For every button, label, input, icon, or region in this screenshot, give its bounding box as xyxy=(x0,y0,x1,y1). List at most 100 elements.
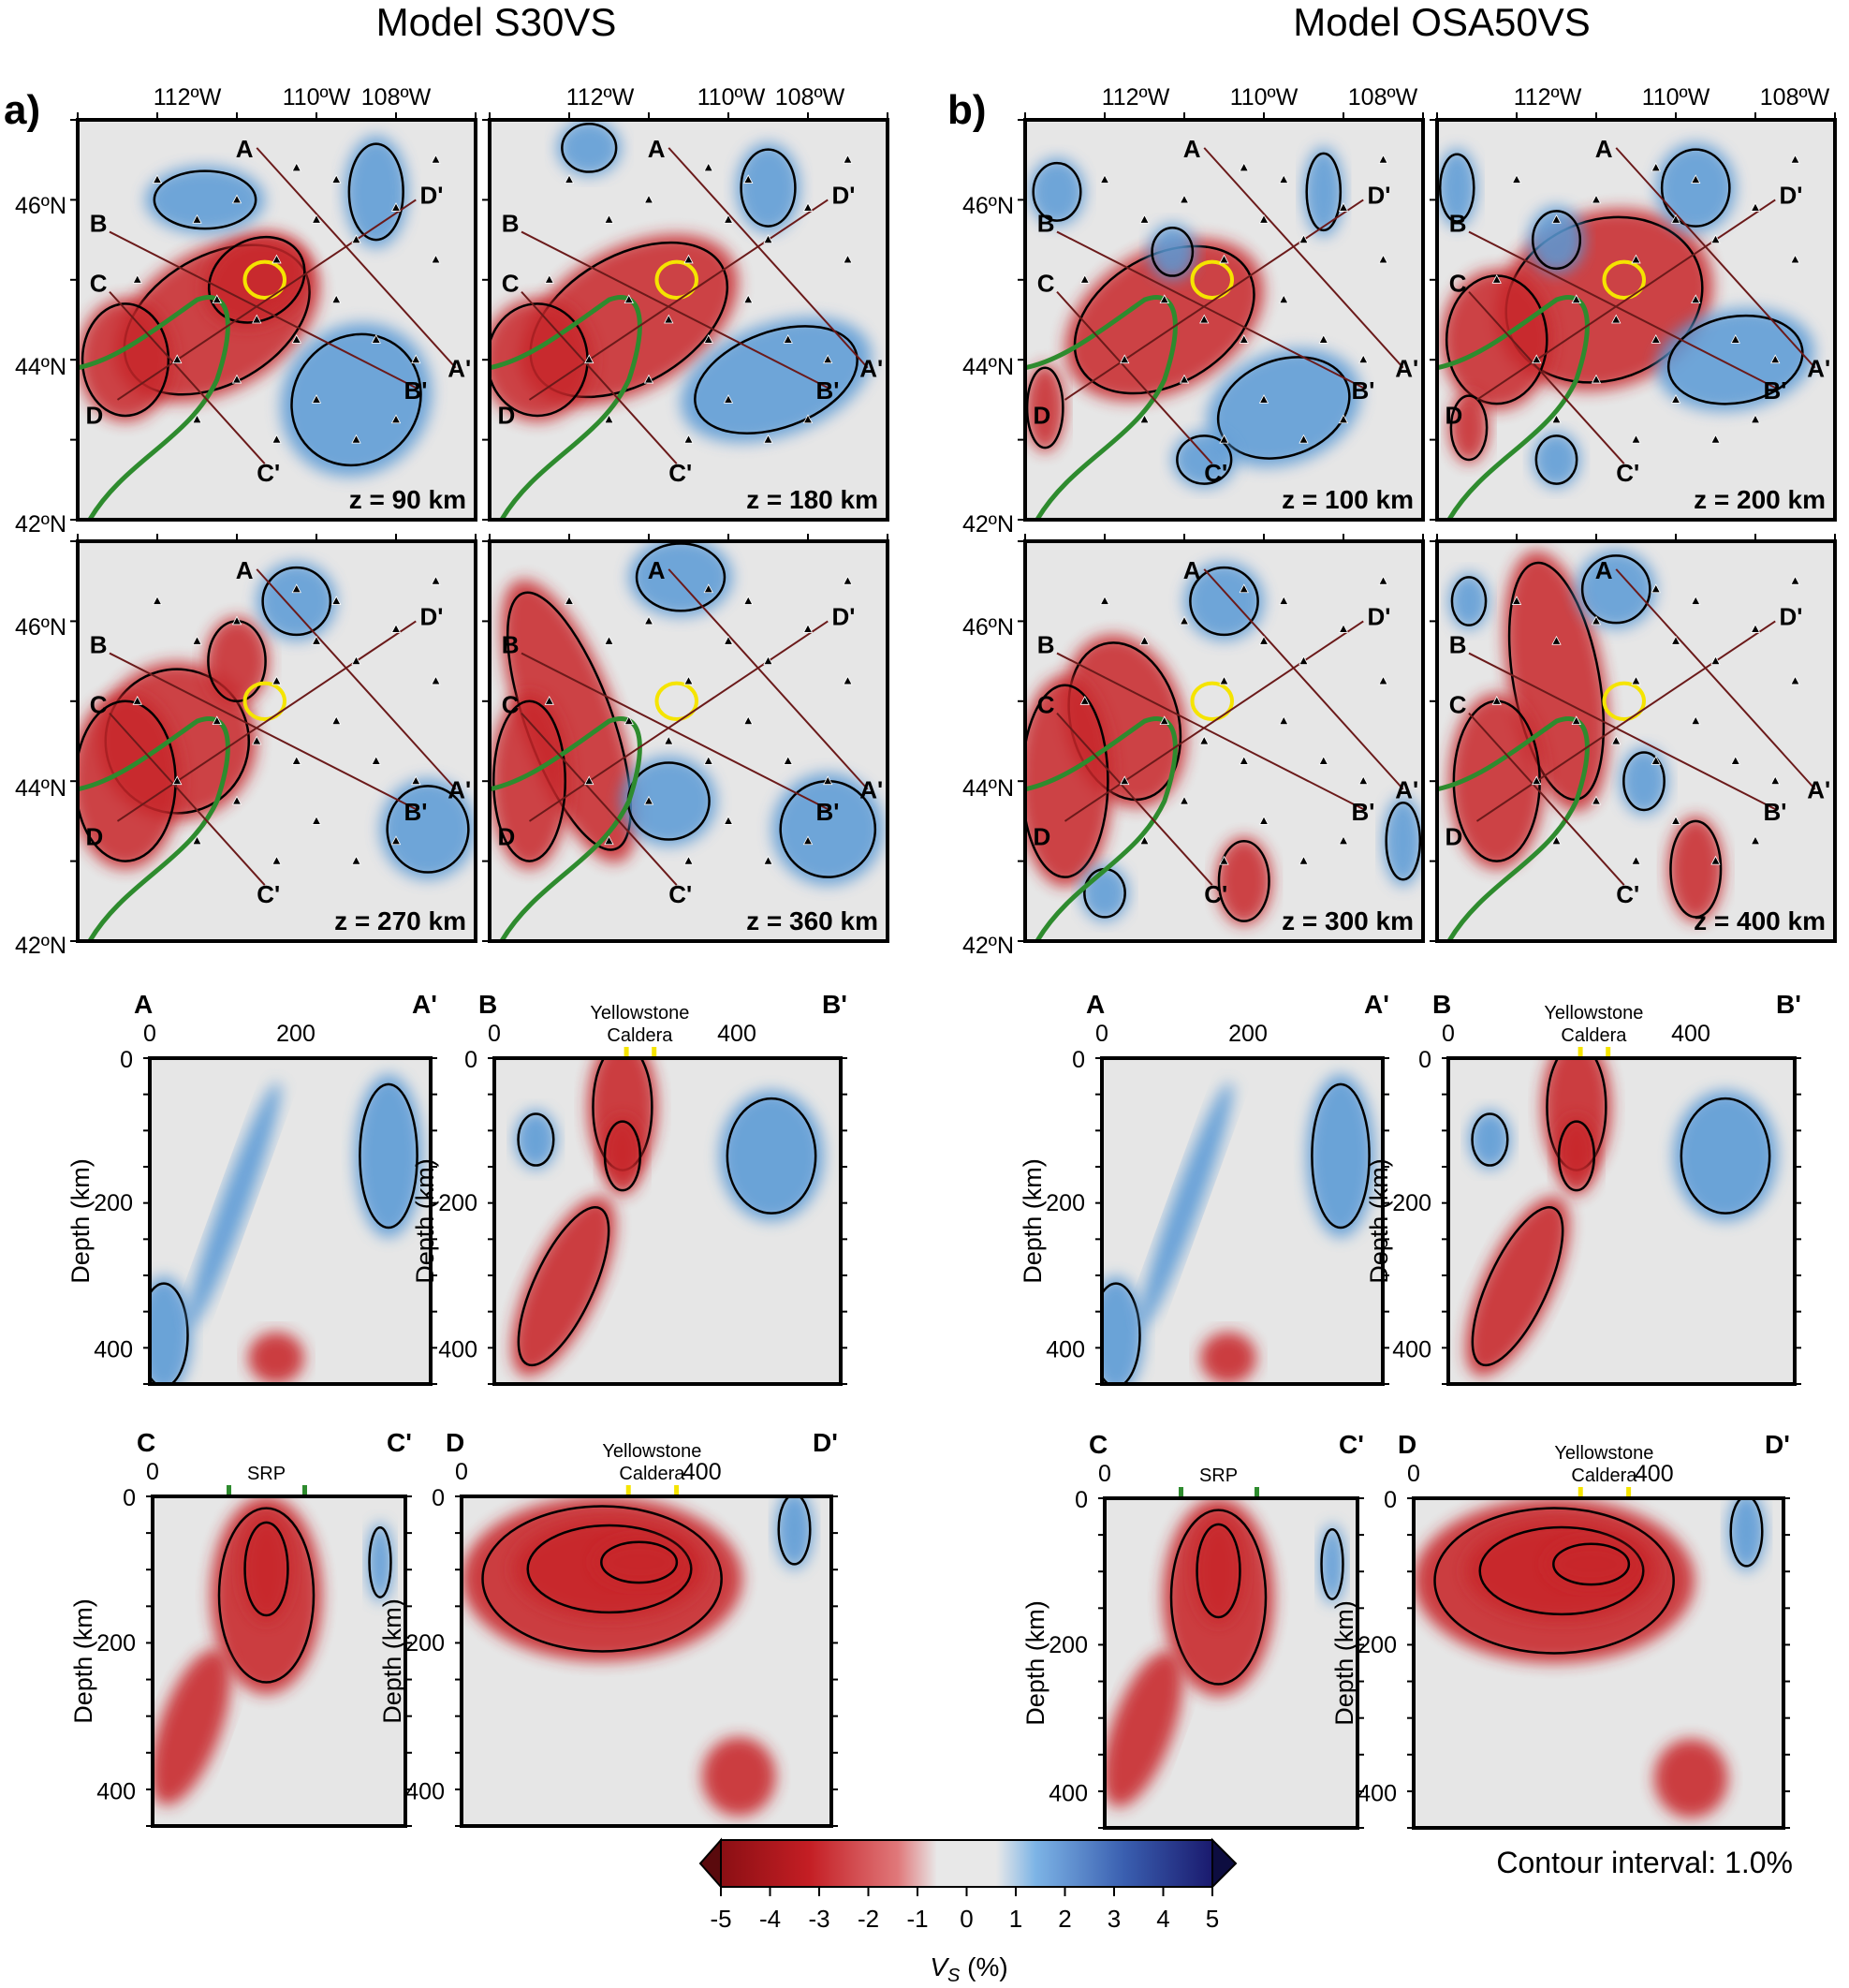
station-marker xyxy=(1551,635,1562,645)
station-marker xyxy=(1159,294,1169,304)
station-marker xyxy=(1730,755,1740,765)
caldera-marker xyxy=(674,1485,680,1498)
depth-tick-label: 400 xyxy=(94,1337,133,1363)
point-label-d: D xyxy=(1034,823,1051,851)
contour-line xyxy=(1320,1527,1344,1600)
contour-line xyxy=(1073,244,1255,395)
station-marker xyxy=(1631,675,1641,685)
station-marker xyxy=(371,333,381,344)
station-marker xyxy=(1079,273,1090,284)
section-end-label: A' xyxy=(1364,990,1389,1019)
point-label-c-prime: C' xyxy=(1204,459,1227,487)
point-label-c-prime: C' xyxy=(668,459,692,487)
lon-tick-label: 108ºW xyxy=(1760,84,1830,110)
station-marker xyxy=(1239,162,1249,172)
point-label-a-prime: A' xyxy=(1807,776,1830,804)
station-marker xyxy=(823,775,833,786)
colorbar-tick-label: 3 xyxy=(1108,1905,1121,1933)
point-label-b-prime: B' xyxy=(816,798,840,826)
depth-tick-label: 400 xyxy=(1049,1780,1088,1806)
point-label-c: C xyxy=(1449,270,1467,298)
caldera-label: Caldera xyxy=(1561,1025,1627,1046)
contour-line xyxy=(150,1282,189,1384)
station-marker xyxy=(1358,775,1369,786)
contour-line xyxy=(1666,314,1804,405)
slow-anomaly xyxy=(1216,836,1272,925)
contour-line xyxy=(600,1540,679,1584)
station-marker xyxy=(1750,835,1761,846)
fast-anomaly xyxy=(628,541,733,617)
contour-line xyxy=(1552,1542,1631,1586)
depth-axis-label: Depth (km) xyxy=(1019,1158,1047,1284)
contour-line xyxy=(1450,576,1488,626)
fast-anomaly xyxy=(515,1110,557,1170)
station-marker xyxy=(331,715,342,726)
depth-axis-label: Depth (km) xyxy=(1021,1600,1049,1726)
section-end-label: B' xyxy=(1776,990,1801,1019)
station-marker xyxy=(1179,795,1190,805)
map-panel-osa_3: A A' B B' C C' D D' z = 300 km xyxy=(1018,534,1425,943)
colorbar-gradient xyxy=(720,1839,1213,1888)
lon-tick-label: 110ºW xyxy=(1642,84,1710,110)
profile-line xyxy=(1475,199,1776,401)
yellowstone-label: Yellowstone xyxy=(1554,1443,1653,1464)
contour-line xyxy=(1176,434,1233,485)
point-label-b-prime: B' xyxy=(1764,376,1787,405)
station-marker xyxy=(1532,775,1542,786)
point-label-c: C xyxy=(502,691,520,719)
point-label-a-prime: A' xyxy=(859,355,883,383)
map-panel-osa_2: A A' B B' C C' D D' z = 200 km xyxy=(1430,112,1837,522)
station-marker xyxy=(743,715,754,726)
caldera-outline xyxy=(654,681,698,722)
caldera-marker xyxy=(1578,1047,1583,1060)
caldera-outline xyxy=(1190,259,1234,301)
station-marker xyxy=(1139,635,1150,645)
station-marker xyxy=(1279,294,1289,304)
station-marker xyxy=(192,635,202,645)
contour-line xyxy=(1680,1097,1771,1215)
lon-tick-label: 110ºW xyxy=(697,84,766,110)
profile-line xyxy=(1056,290,1213,464)
point-label-d: D xyxy=(86,402,104,430)
lat-tick-label: 46ºN xyxy=(962,614,1014,641)
station-marker xyxy=(1670,394,1681,404)
station-marker xyxy=(1338,624,1349,633)
station-marker xyxy=(604,214,614,224)
lat-tick-label: 44ºN xyxy=(15,775,66,802)
fast-anomaly xyxy=(1533,432,1580,488)
contour-line xyxy=(561,123,618,173)
distance-tick-label: 400 xyxy=(1635,1461,1674,1487)
station-marker xyxy=(763,855,773,865)
station-marker xyxy=(604,835,614,846)
slow-anomaly xyxy=(1064,238,1264,402)
profile-line xyxy=(528,620,829,822)
station-marker xyxy=(1611,735,1622,745)
srp-marker xyxy=(1179,1487,1183,1500)
section-frame xyxy=(1103,1496,1359,1830)
lon-tick-label: 112ºW xyxy=(1102,84,1170,110)
point-label-d: D xyxy=(1034,402,1051,430)
slow-anomaly xyxy=(501,580,638,863)
station-marker xyxy=(390,624,402,633)
point-label-b-prime: B' xyxy=(404,798,428,826)
station-marker xyxy=(1378,675,1388,685)
contour-line xyxy=(777,1496,812,1566)
station-marker xyxy=(231,795,242,805)
profile-line xyxy=(1615,147,1816,369)
contour-line xyxy=(207,235,306,324)
station-marker xyxy=(1790,154,1800,164)
contour-line xyxy=(386,785,470,874)
section-end-label: C' xyxy=(387,1428,412,1457)
station-marker xyxy=(411,354,421,364)
station-marker xyxy=(371,755,381,765)
distance-tick-label: 0 xyxy=(488,1021,501,1047)
srp-marker xyxy=(1255,1487,1259,1500)
station-marker xyxy=(743,596,754,605)
fast-anomaly xyxy=(1727,1498,1766,1571)
station-marker xyxy=(1670,214,1681,224)
caldera-label: Caldera xyxy=(1571,1465,1637,1486)
profile-line xyxy=(109,712,266,886)
lon-tick-label: 108ºW xyxy=(361,84,432,110)
station-marker xyxy=(1691,174,1701,184)
station-marker xyxy=(311,394,322,404)
